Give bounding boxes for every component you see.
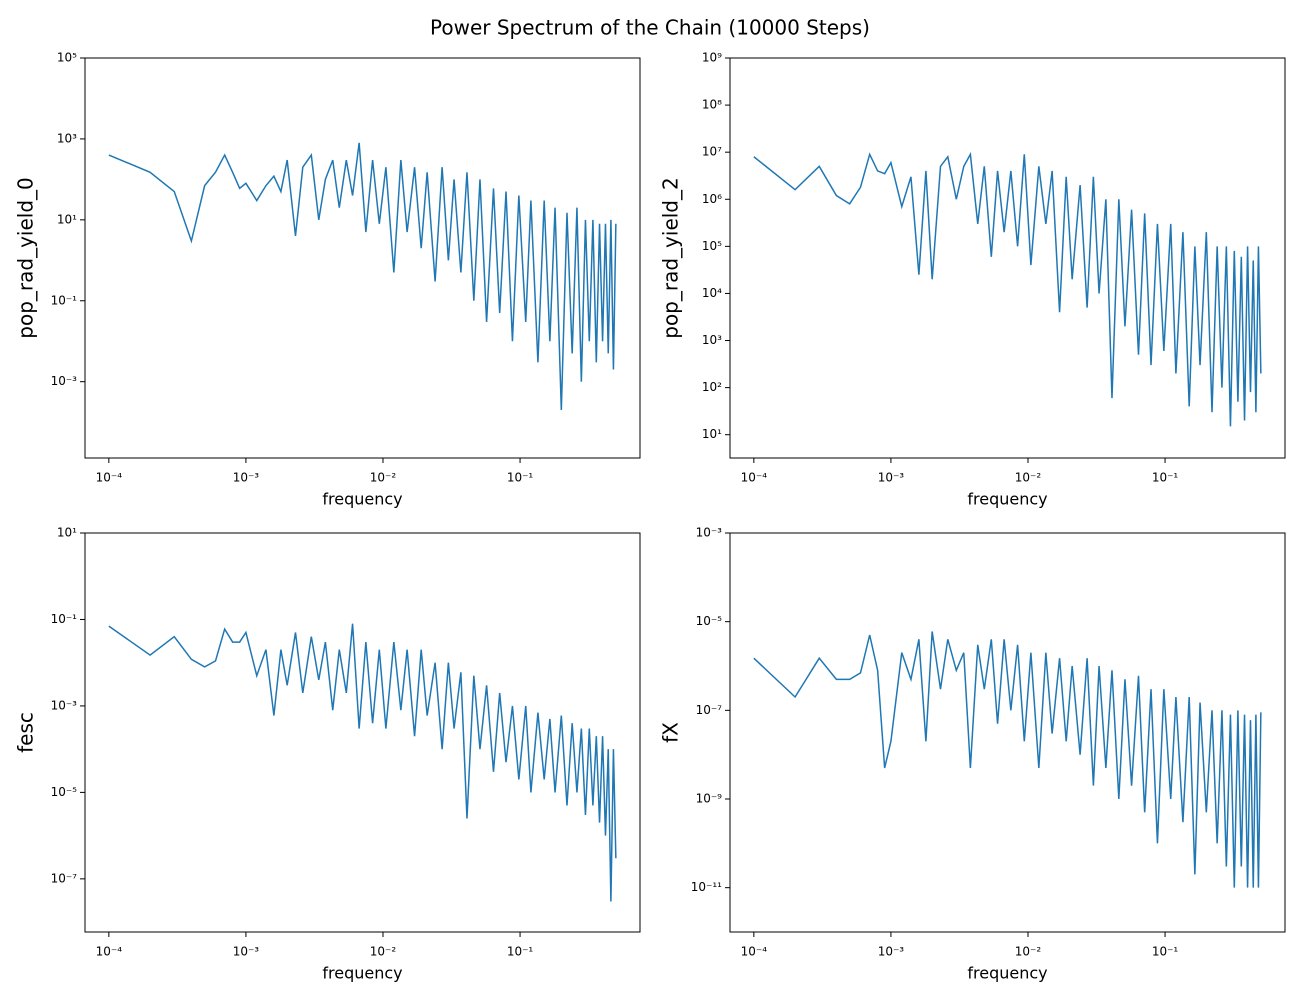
x-tick-label: 10⁻⁴: [741, 471, 768, 485]
y-tick-label: 10⁻⁵: [696, 614, 723, 628]
x-tick-label: 10⁻¹: [1152, 471, 1179, 485]
y-tick-label: 10⁻³: [51, 698, 78, 712]
y-tick-label: 10⁵: [57, 51, 77, 65]
y-tick-label: 10³: [57, 131, 77, 145]
y-tick-label: 10³: [702, 333, 722, 347]
x-tick-label: 10⁻⁴: [96, 471, 123, 485]
y-axis-label: fesc: [14, 712, 38, 753]
x-tick-label: 10⁻²: [370, 945, 397, 959]
subplot: 10⁻⁴ 10⁻³ 10⁻² 10⁻¹ 10⁻⁷ 10⁻⁵ 10⁻³ 10⁻¹ 10¹ frequ…: [14, 526, 641, 983]
y-tick-label: 10⁻³: [51, 374, 78, 388]
x-tick-label: 10⁻¹: [1152, 945, 1179, 959]
y-tick-label: 10⁻¹: [51, 612, 78, 626]
axes-frame: [84, 532, 641, 933]
axes-frame: [729, 57, 1286, 459]
x-tick-label: 10⁻²: [370, 471, 397, 485]
y-tick-label: 10⁻⁷: [51, 871, 78, 885]
x-tick-label: 10⁻²: [1015, 471, 1042, 485]
x-tick-label: 10⁻³: [878, 945, 905, 959]
y-tick-label: 10⁵: [702, 239, 722, 253]
data-line: [753, 631, 1262, 888]
data-line: [108, 142, 617, 410]
y-tick-label: 10⁶: [702, 192, 722, 206]
x-tick-label: 10⁻³: [233, 945, 260, 959]
x-axis-label: frequency: [967, 490, 1047, 509]
y-tick-label: 10⁴: [702, 286, 722, 300]
x-tick-label: 10⁻³: [878, 471, 905, 485]
axes-frame: [84, 57, 641, 459]
subplot: 10⁻⁴ 10⁻³ 10⁻² 10⁻¹ 10¹ 10² 10³ 10⁴ 10⁵ 10⁶ 10⁷ 10⁸…: [659, 51, 1286, 509]
y-tick-label: 10⁻⁹: [696, 792, 723, 806]
y-tick-label: 10⁸: [702, 98, 722, 112]
x-tick-label: 10⁻²: [1015, 945, 1042, 959]
subplot: 10⁻⁴ 10⁻³ 10⁻² 10⁻¹ 10⁻¹¹ 10⁻⁹ 10⁻⁷ 10⁻⁵ 10⁻³ fre…: [659, 526, 1286, 983]
y-tick-label: 10⁻⁷: [696, 703, 723, 717]
figure-title: Power Spectrum of the Chain (10000 Steps…: [430, 16, 870, 40]
x-axis-label: frequency: [322, 964, 402, 983]
y-tick-label: 10⁻⁵: [51, 785, 78, 799]
data-line: [108, 623, 617, 902]
y-tick-label: 10⁷: [702, 145, 722, 159]
y-axis-label: fX: [659, 722, 683, 743]
y-axis-label: pop_rad_yield_0: [14, 177, 38, 338]
y-tick-label: 10⁻¹¹: [691, 880, 722, 894]
y-axis-label: pop_rad_yield_2: [659, 177, 683, 338]
data-line: [753, 151, 1262, 427]
x-tick-label: 10⁻¹: [507, 471, 534, 485]
subplot: 10⁻⁴ 10⁻³ 10⁻² 10⁻¹ 10⁻³ 10⁻¹ 10¹ 10³ 10⁵ frequen…: [14, 51, 641, 509]
y-tick-label: 10¹: [702, 427, 722, 441]
y-tick-label: 10¹: [57, 526, 77, 540]
x-axis-label: frequency: [322, 490, 402, 509]
y-tick-label: 10⁹: [702, 51, 722, 65]
x-tick-label: 10⁻⁴: [96, 945, 123, 959]
x-tick-label: 10⁻⁴: [741, 945, 768, 959]
y-tick-label: 10²: [702, 380, 722, 394]
axes-frame: [729, 532, 1286, 933]
y-tick-label: 10⁻³: [696, 526, 723, 540]
x-tick-label: 10⁻¹: [507, 945, 534, 959]
y-tick-label: 10¹: [57, 212, 77, 226]
x-axis-label: frequency: [967, 964, 1047, 983]
x-tick-label: 10⁻³: [233, 471, 260, 485]
y-tick-label: 10⁻¹: [51, 293, 78, 307]
